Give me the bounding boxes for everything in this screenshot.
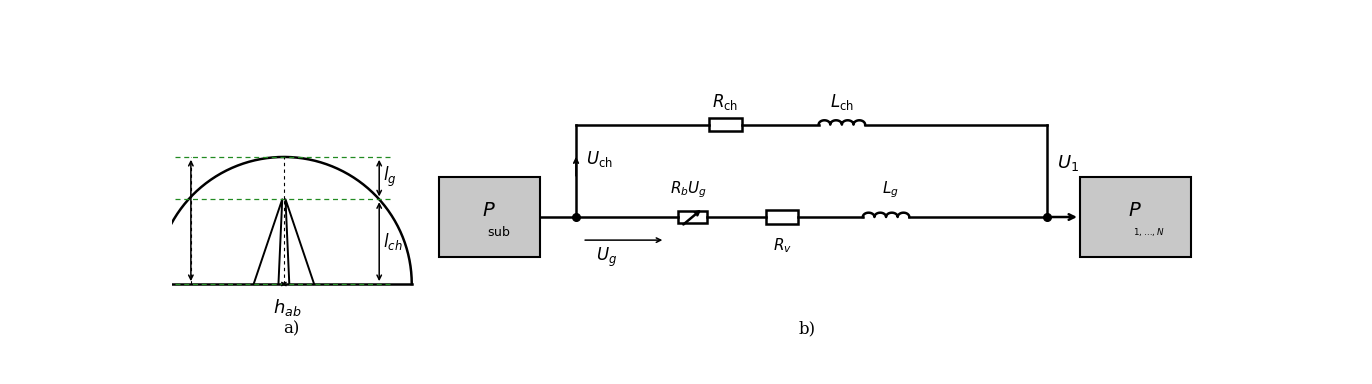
Text: $l_{ch}$: $l_{ch}$ [383, 231, 402, 252]
Bar [766, 210, 799, 223]
Text: $U_{\rm ch}$: $U_{\rm ch}$ [586, 149, 613, 169]
Bar [439, 177, 539, 257]
Text: $U_1$: $U_1$ [1056, 153, 1078, 173]
Text: $L_g$: $L_g$ [882, 180, 899, 200]
Text: a): a) [284, 320, 300, 337]
Text: $_{1,\ldots,N}$: $_{1,\ldots,N}$ [1133, 226, 1165, 239]
Text: $U_g$: $U_g$ [597, 245, 617, 269]
Bar [709, 118, 742, 131]
Text: $l_g$: $l_g$ [383, 164, 397, 189]
Bar [1080, 177, 1191, 257]
Text: $P$: $P$ [483, 202, 497, 220]
Text: $R_{\rm ch}$: $R_{\rm ch}$ [712, 91, 738, 111]
Text: $R_v$: $R_v$ [772, 236, 792, 255]
Text: $h_{ab}$: $h_{ab}$ [273, 296, 302, 318]
Text: b): b) [799, 320, 815, 337]
Text: $L_{\rm ch}$: $L_{\rm ch}$ [830, 91, 853, 111]
Text: $R_b U_g$: $R_b U_g$ [670, 180, 707, 200]
Bar [678, 211, 707, 223]
Text: $P$: $P$ [1128, 202, 1142, 220]
Text: $\rm sub$: $\rm sub$ [487, 225, 512, 239]
